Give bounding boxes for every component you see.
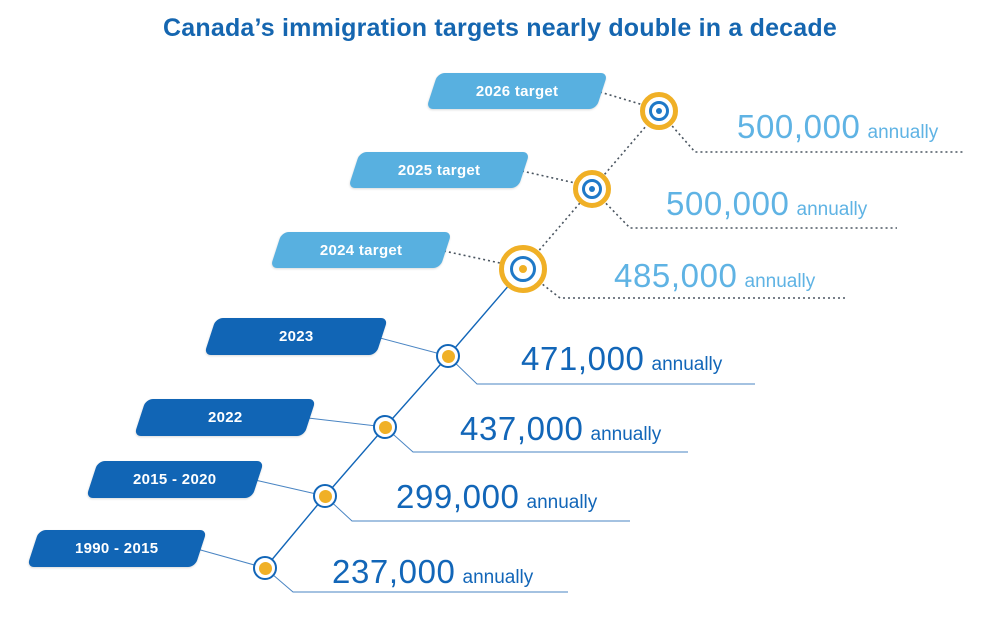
node-1990-2015-dot — [253, 556, 277, 580]
target-inner-ring — [510, 256, 536, 282]
node-core — [441, 349, 455, 363]
banner-2024-label: 2024 target — [319, 241, 403, 259]
value-2023-unit: annually — [651, 354, 723, 375]
target-inner-ring — [582, 179, 602, 199]
value-2023: 471,000 annually — [521, 340, 722, 378]
value-2026-unit: annually — [867, 122, 939, 143]
target-inner-ring — [649, 101, 669, 121]
value-2026-number: 500,000 — [737, 108, 861, 145]
banner-2025-target: 2025 target — [348, 152, 530, 188]
node-core — [378, 420, 392, 434]
node-core — [318, 489, 332, 503]
node-core — [258, 561, 272, 575]
value-2023-number: 471,000 — [521, 340, 645, 377]
banner-1990-2015: 1990 - 2015 — [26, 530, 208, 567]
banner-2026-label: 2026 target — [475, 82, 559, 100]
banner-2022: 2022 — [133, 399, 317, 436]
banner-2022-label: 2022 — [207, 409, 243, 426]
node-2024-target-icon — [499, 245, 547, 293]
value-2024-number: 485,000 — [614, 257, 738, 294]
node-2022-dot — [373, 415, 397, 439]
banner-2015-2020: 2015 - 2020 — [85, 461, 265, 498]
target-core-dot — [589, 186, 595, 192]
target-core-dot — [656, 108, 662, 114]
node-2025-target-icon — [573, 170, 611, 208]
banner-2024-target: 2024 target — [270, 232, 452, 268]
banner-2026-target: 2026 target — [426, 73, 608, 109]
value-2022: 437,000 annually — [460, 410, 661, 448]
value-2022-unit: annually — [590, 424, 662, 445]
value-1990-2015: 237,000 annually — [332, 553, 533, 591]
value-2022-number: 437,000 — [460, 410, 584, 447]
value-2015-2020-unit: annually — [526, 492, 598, 513]
value-2025-unit: annually — [796, 199, 868, 220]
banner-2023-label: 2023 — [278, 328, 314, 345]
node-2026-target-icon — [640, 92, 678, 130]
value-1990-2015-number: 237,000 — [332, 553, 456, 590]
value-2025: 500,000 annually — [666, 185, 867, 223]
value-2015-2020: 299,000 annually — [396, 478, 597, 516]
value-2024-unit: annually — [744, 271, 816, 292]
page-title: Canada’s immigration targets nearly doub… — [163, 14, 837, 42]
value-2025-number: 500,000 — [666, 185, 790, 222]
node-2015-2020-dot — [313, 484, 337, 508]
banner-1990-2015-label: 1990 - 2015 — [75, 540, 159, 557]
value-2026: 500,000 annually — [737, 108, 938, 146]
banner-2025-label: 2025 target — [397, 161, 481, 179]
banner-2015-2020-label: 2015 - 2020 — [133, 471, 217, 488]
value-1990-2015-unit: annually — [462, 567, 534, 588]
value-2024: 485,000 annually — [614, 257, 815, 295]
banner-2023: 2023 — [203, 318, 389, 355]
node-2023-dot — [436, 344, 460, 368]
target-core-dot — [519, 265, 527, 273]
value-2015-2020-number: 299,000 — [396, 478, 520, 515]
